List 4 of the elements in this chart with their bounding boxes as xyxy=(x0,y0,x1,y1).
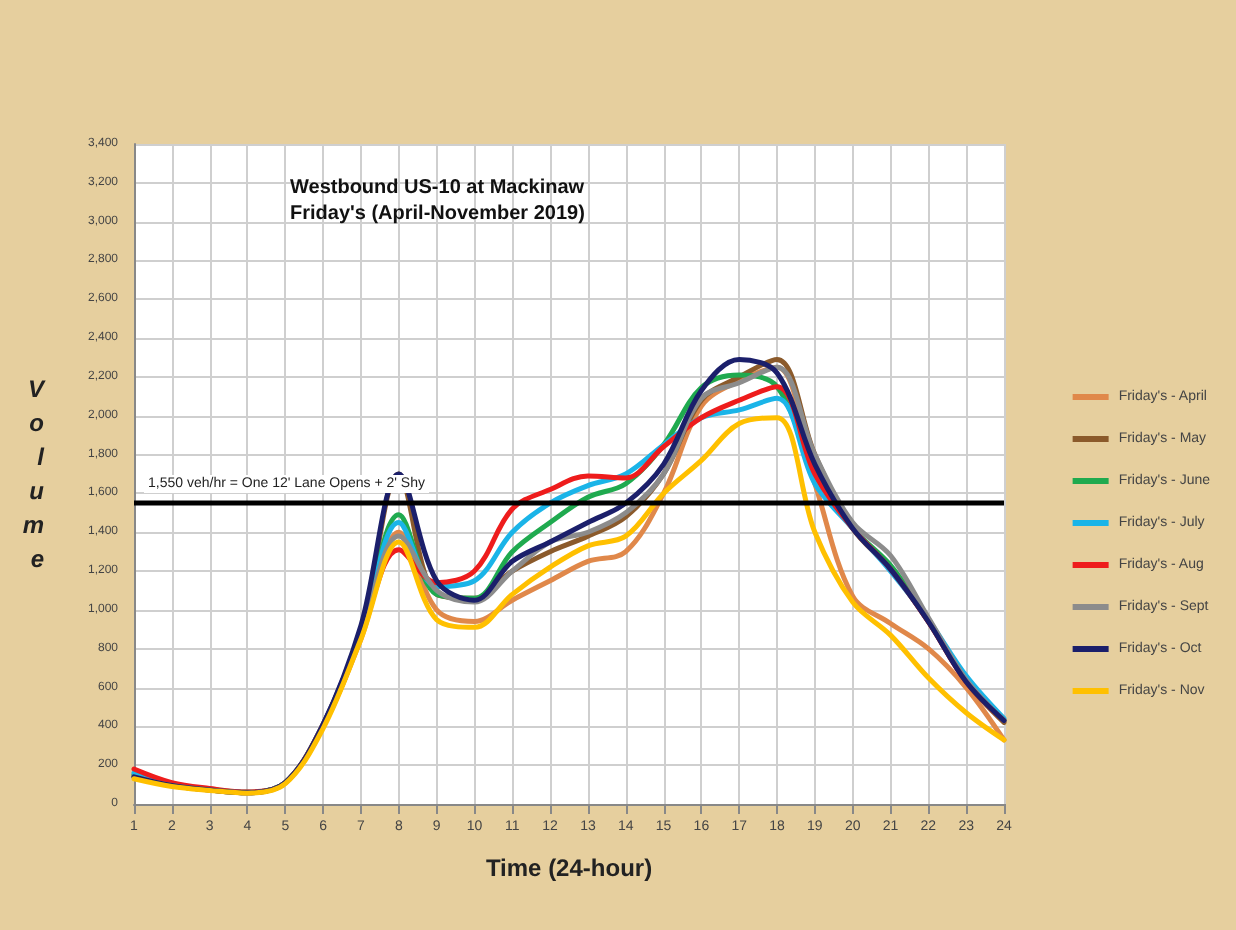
x-axis-title: Time (24-hour) xyxy=(485,854,653,882)
y-axis-title: Volume xyxy=(22,375,46,573)
text: Westbound US-10 at Mackinaw xyxy=(290,177,585,199)
text: Friday's (April-November 2019) xyxy=(290,203,585,225)
